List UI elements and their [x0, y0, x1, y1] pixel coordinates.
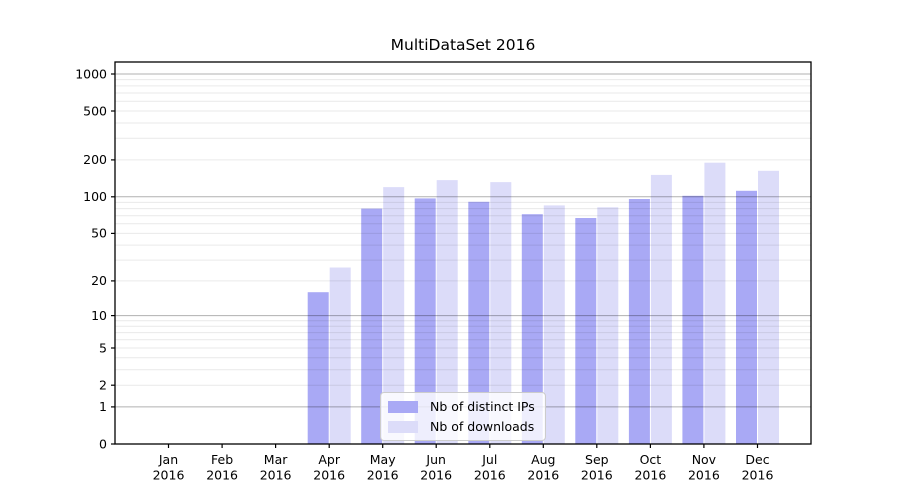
chart-title: MultiDataSet 2016: [390, 36, 536, 54]
y-tick-label-50: 50: [91, 226, 107, 241]
x-tick-label-mar: Mar 2016: [260, 452, 292, 483]
bar-distinct-ips-apr: [307, 292, 329, 444]
bars-group: [307, 162, 779, 445]
bar-downloads-jul: [490, 182, 512, 444]
x-tick-label-may: May 2016: [367, 452, 399, 483]
x-tick-label-jul: Jul 2016: [474, 452, 506, 483]
legend-row-distinct-ips: Nb of distinct IPs: [388, 399, 535, 414]
legend-row-downloads: Nb of downloads: [388, 419, 535, 434]
legend: Nb of distinct IPs Nb of downloads: [380, 392, 546, 441]
x-tick-label-aug: Aug 2016: [527, 452, 559, 483]
y-tick-label-500: 500: [83, 103, 107, 118]
bar-downloads-dec: [758, 170, 779, 445]
y-tick-label-5: 5: [99, 340, 107, 355]
bar-distinct-ips-jun: [414, 198, 436, 444]
bar-distinct-ips-jul: [468, 201, 490, 444]
minor-gridlines: [115, 79, 811, 386]
bar-distinct-ips-sep: [575, 218, 597, 444]
bar-downloads-jun: [436, 180, 458, 444]
bar-downloads-apr: [329, 267, 351, 444]
x-tick-label-sep: Sep 2016: [581, 452, 613, 483]
x-tick-label-jan: Jan 2016: [153, 452, 185, 483]
bar-downloads-nov: [704, 162, 726, 444]
bar-downloads-sep: [597, 207, 619, 444]
y-tick-label-1: 1: [99, 399, 107, 414]
x-tick-label-feb: Feb 2016: [206, 452, 238, 483]
x-tick-label-apr: Apr 2016: [313, 452, 345, 483]
bar-distinct-ips-aug: [521, 214, 543, 444]
legend-label-downloads: Nb of downloads: [430, 419, 535, 434]
plot-border: [114, 61, 812, 445]
legend-label-distinct-ips: Nb of distinct IPs: [430, 399, 535, 414]
x-tick-label-oct: Oct 2016: [634, 452, 666, 483]
y-tick-label-20: 20: [91, 273, 107, 288]
y-axis: 0 1 2 5 10 20 50 100 200 500 1000: [75, 66, 115, 451]
y-tick-label-1000: 1000: [75, 66, 107, 81]
x-tick-label-jun: Jun 2016: [420, 452, 452, 483]
bar-downloads-aug: [543, 205, 565, 444]
x-tick-label-dec: Dec 2016: [742, 452, 774, 483]
legend-swatch-downloads: [388, 420, 418, 433]
x-tick-label-nov: Nov 2016: [688, 452, 720, 483]
y-tick-label-10: 10: [91, 308, 107, 323]
y-tick-label-2: 2: [99, 378, 107, 393]
y-tick-label-0: 0: [99, 436, 107, 451]
bar-downloads-may: [383, 187, 405, 444]
bar-distinct-ips-oct: [628, 199, 650, 444]
y-tick-label-100: 100: [83, 189, 107, 204]
bar-downloads-oct: [650, 174, 672, 444]
legend-swatch-distinct-ips: [388, 400, 418, 413]
bar-distinct-ips-may: [361, 208, 383, 444]
y-tick-label-200: 200: [83, 152, 107, 167]
bar-distinct-ips-dec: [736, 190, 757, 444]
bar-distinct-ips-nov: [682, 195, 704, 444]
x-axis: Jan 2016 Feb 2016 Mar 2016 Apr 2016 May 2016 Jun 20…: [153, 444, 774, 483]
